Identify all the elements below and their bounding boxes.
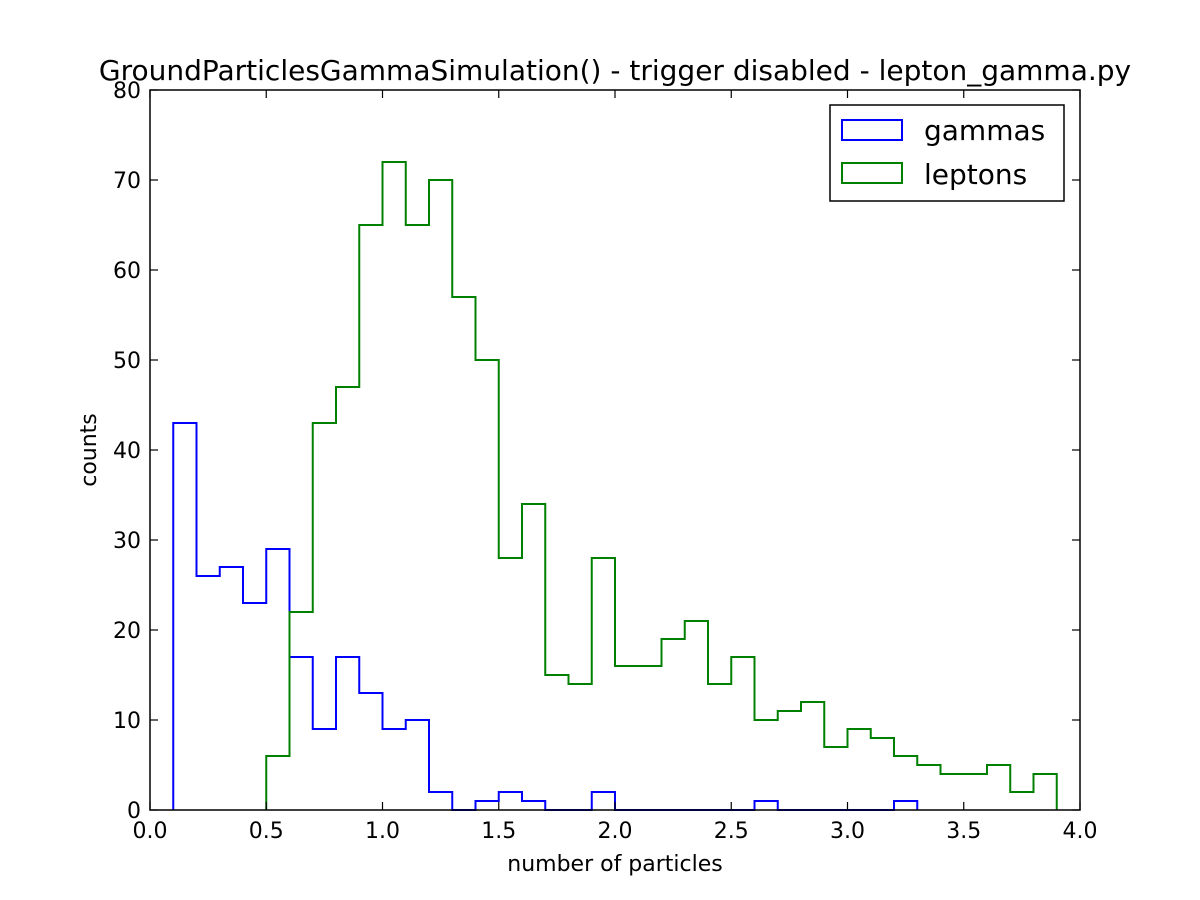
x-tick-label: 3.0 — [830, 819, 865, 844]
x-axis-label: number of particles — [507, 852, 723, 877]
legend-swatch-gammas — [841, 119, 903, 141]
series-gammas — [172, 422, 919, 811]
x-tick-label: 2.0 — [598, 819, 633, 844]
series-layer — [172, 161, 1058, 811]
x-tick-label: 4.0 — [1063, 819, 1098, 844]
x-tick-label: 2.5 — [714, 819, 749, 844]
x-tick-label: 0.0 — [133, 819, 168, 844]
y-tick-label: 40 — [113, 439, 141, 464]
legend-label-gammas: gammas — [924, 114, 1045, 147]
legend-label-leptons: leptons — [924, 158, 1027, 191]
legend: gammas leptons — [829, 104, 1065, 202]
y-tick-label: 80 — [113, 79, 141, 104]
chart-title: GroundParticlesGammaSimulation() - trigg… — [99, 54, 1131, 87]
x-axis-ticks: 0.0 0.5 1.0 1.5 2.0 2.5 3.0 3.5 4.0 — [133, 90, 1098, 844]
y-axis-ticks: 0 10 20 30 40 50 60 70 80 — [113, 79, 1080, 824]
legend-swatch-leptons — [841, 162, 903, 184]
y-tick-label: 70 — [113, 169, 141, 194]
series-leptons — [265, 161, 1058, 810]
x-tick-label: 1.0 — [365, 819, 400, 844]
x-tick-label: 0.5 — [249, 819, 284, 844]
y-tick-label: 30 — [113, 529, 141, 554]
y-tick-label: 60 — [113, 259, 141, 284]
x-tick-label: 1.5 — [481, 819, 516, 844]
y-tick-label: 50 — [113, 349, 141, 374]
y-tick-label: 10 — [113, 709, 141, 734]
y-tick-label: 20 — [113, 619, 141, 644]
y-tick-label: 0 — [127, 799, 141, 824]
y-axis-label: counts — [77, 413, 102, 487]
x-tick-label: 3.5 — [946, 819, 981, 844]
